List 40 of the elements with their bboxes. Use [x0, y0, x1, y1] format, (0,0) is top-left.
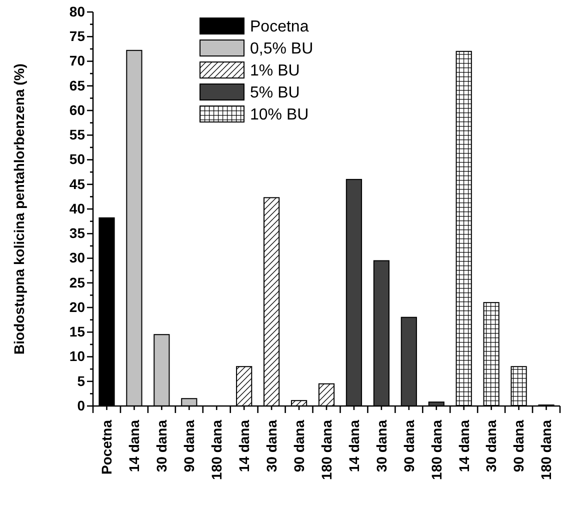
x-tick-label: 180 dana — [318, 420, 334, 480]
x-tick-label: 30 dana — [154, 420, 170, 472]
x-tick-label: 90 dana — [510, 420, 527, 472]
x-tick-label: 30 dana — [263, 420, 280, 472]
x-tick-label: 14 dana — [346, 420, 362, 472]
y-tick-label: 60 — [69, 102, 86, 118]
y-tick-label: 75 — [69, 28, 86, 44]
legend-label: Pocetna — [250, 18, 309, 36]
y-tick-label: 20 — [69, 298, 86, 315]
y-tick-label: 35 — [69, 225, 86, 242]
y-tick-label: 30 — [69, 250, 86, 266]
x-tick-label: 180 dana — [538, 420, 554, 480]
x-tick-label: 90 dana — [400, 420, 417, 472]
y-tick-label: 70 — [69, 52, 86, 69]
x-tick-label: 90 dana — [290, 420, 307, 472]
y-tick-label: 65 — [69, 77, 86, 94]
legend-label: 5% BU — [250, 84, 300, 102]
y-tick-label: 50 — [69, 151, 86, 168]
x-tick-label: 14 dana — [236, 420, 252, 472]
x-tick-label: 90 dana — [181, 420, 198, 472]
legend-label: 10% BU — [250, 106, 309, 124]
x-tick-label: Pocetna — [98, 420, 115, 474]
y-tick-label: 45 — [69, 176, 86, 192]
y-tick-label: 40 — [69, 200, 86, 216]
legend-label: 0,5% BU — [250, 40, 314, 58]
y-tick-label: 55 — [69, 126, 86, 143]
x-tick-label: 14 dana — [456, 420, 472, 472]
y-axis-title: Biodostupna kolicina pentahlorbenzena (%) — [11, 64, 27, 354]
y-tick-label: 25 — [69, 274, 86, 290]
y-tick-label: 0 — [77, 397, 86, 414]
x-tick-label: 14 dana — [126, 420, 142, 472]
x-tick-label: 30 dana — [373, 420, 390, 472]
x-tick-label: 30 dana — [483, 420, 500, 472]
y-tick-label: 80 — [69, 3, 86, 20]
legend-label: 1% BU — [250, 62, 300, 80]
y-tick-label: 10 — [69, 348, 86, 364]
x-tick-label: 180 dana — [208, 420, 225, 480]
y-tick-label: 5 — [77, 372, 86, 389]
x-tick-label: 180 dana — [428, 420, 444, 480]
y-tick-label: 15 — [69, 324, 86, 340]
